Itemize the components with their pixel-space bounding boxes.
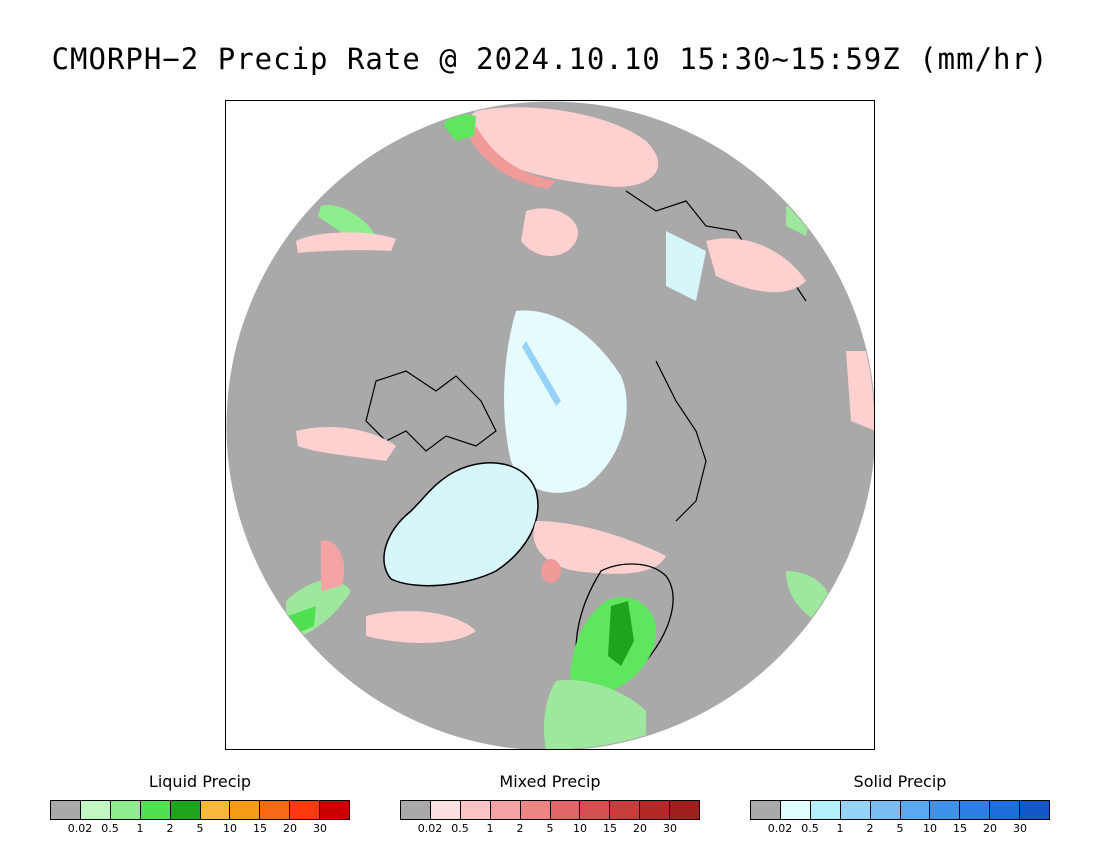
legend-mixed-precip: Mixed Precip 0.02 0.5 1 2 5 10 15 20 30 [400, 772, 700, 835]
legend-swatch [751, 801, 781, 819]
legend-swatch [230, 801, 261, 819]
legend-tick-label: 2 [166, 822, 174, 835]
region-arctic-streak [522, 341, 561, 406]
legend-colorbar [400, 800, 700, 820]
legend-swatch [320, 801, 350, 819]
legend-tick-label: 1 [836, 822, 844, 835]
region-alaska-mixed [296, 232, 396, 253]
map-disk-edge [226, 101, 874, 749]
legend-swatch [51, 801, 81, 819]
legend-swatch [401, 801, 431, 819]
legend-swatch [520, 801, 551, 819]
legend-swatch [290, 801, 321, 819]
legend-liquid-precip: Liquid Precip 0.02 0.5 1 2 5 10 15 20 30 [50, 772, 350, 835]
legend-tick-label: 20 [283, 822, 297, 835]
legend-tick-label: 30 [313, 822, 327, 835]
legend-swatch [1020, 801, 1050, 819]
legend-tick-label: 0.5 [451, 822, 469, 835]
legend-swatch [930, 801, 961, 819]
legend-swatch [140, 801, 171, 819]
region-kamchatka-heavy-mixed [470, 126, 556, 189]
legend-tick-label: 20 [633, 822, 647, 835]
legend-tick-label: 0.02 [417, 822, 443, 835]
legend-swatch [640, 801, 671, 819]
polar-map [225, 100, 875, 750]
legend-swatch [490, 801, 521, 819]
legend-tick-label: 30 [663, 822, 677, 835]
legend-solid-precip: Solid Precip 0.02 0.5 1 2 5 10 15 20 30 [750, 772, 1050, 835]
legend-tick-label: 1 [486, 822, 494, 835]
legend-swatch [840, 801, 871, 819]
legend-tick-label: 30 [1013, 822, 1027, 835]
map-title: CMORPH−2 Precip Rate @ 2024.10.10 15:30~… [51, 42, 1049, 76]
legend-tick-label: 0.02 [767, 822, 793, 835]
legend-swatch [460, 801, 491, 819]
legend-tick-label: 15 [953, 822, 967, 835]
region-labrador-mixed [321, 540, 345, 591]
legend-tick-label: 1 [136, 822, 144, 835]
legend-tick-label: 5 [546, 822, 554, 835]
legend-swatch [960, 801, 991, 819]
legend-tick-label: 10 [223, 822, 237, 835]
polar-stereographic-map [226, 101, 874, 749]
legend-swatch [810, 801, 841, 819]
greenland-outline [383, 462, 539, 587]
legend-tick-label: 0.5 [801, 822, 819, 835]
legend-swatch [110, 801, 141, 819]
legend-swatch [80, 801, 111, 819]
region-barents-heavy [541, 559, 561, 583]
region-siberia-mixed [521, 208, 578, 256]
legend-colorbar [750, 800, 1050, 820]
legend-title: Solid Precip [853, 772, 947, 791]
legend-tick-label: 15 [603, 822, 617, 835]
legend-colorbar [50, 800, 350, 820]
legend-swatch [870, 801, 901, 819]
legend-swatch [550, 801, 581, 819]
legend-swatch [580, 801, 611, 819]
legend-tick-label: 5 [896, 822, 904, 835]
legend-swatch [200, 801, 231, 819]
russia-coastline [655, 360, 707, 522]
legend-title: Liquid Precip [148, 772, 252, 791]
region-barents-mixed [533, 521, 666, 574]
legend-tick-label: 0.5 [101, 822, 119, 835]
legend-swatch [260, 801, 291, 819]
legend-swatch [670, 801, 700, 819]
legend-swatch [170, 801, 201, 819]
region-east-edge-mixed [846, 351, 874, 431]
legend-tick-label: 2 [866, 822, 874, 835]
region-europe-liquid [544, 680, 646, 749]
legend-tick-label: 15 [253, 822, 267, 835]
legend-title: Mixed Precip [499, 772, 601, 791]
region-canada-mixed [296, 426, 396, 461]
legend-tick-label: 0.02 [67, 822, 93, 835]
legend-swatch [780, 801, 811, 819]
legend-tick-label: 5 [196, 822, 204, 835]
region-east-mixed [706, 238, 806, 293]
legend-tick-label: 2 [516, 822, 524, 835]
legend-swatch [430, 801, 461, 819]
region-norway-heavy-rain [608, 601, 634, 666]
region-bering-liquid [444, 111, 476, 141]
legend-tick-label: 10 [573, 822, 587, 835]
legend-tick-label: 10 [923, 822, 937, 835]
legend-swatch [900, 801, 931, 819]
region-east-solid [666, 231, 706, 301]
region-north-atlantic-mixed [366, 611, 476, 643]
region-greenland-ice [383, 462, 538, 586]
legend-tick-label: 20 [983, 822, 997, 835]
legend-swatch [610, 801, 641, 819]
legend-swatch [990, 801, 1021, 819]
